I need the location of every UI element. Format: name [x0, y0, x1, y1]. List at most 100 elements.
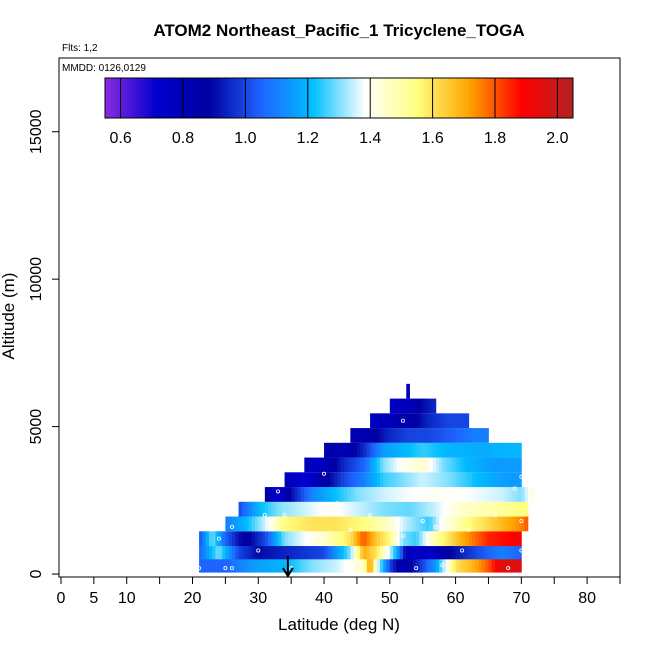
- heatmap-cell: [468, 457, 473, 473]
- heatmap-cell: [422, 531, 427, 547]
- heatmap-cell: [271, 544, 276, 560]
- heatmap-cell: [495, 544, 499, 560]
- heatmap-cell: [452, 531, 456, 547]
- heatmap-cell: [389, 428, 394, 443]
- heatmap-cell: [488, 531, 493, 547]
- heatmap-cell: [281, 501, 285, 517]
- heatmap-cell: [412, 398, 417, 414]
- heatmap-cell: [215, 557, 220, 573]
- colorbar-tick-label: 0.8: [172, 130, 194, 147]
- heatmap-cell: [320, 544, 325, 560]
- heatmap-cell: [343, 501, 348, 517]
- heatmap-cell: [324, 457, 328, 473]
- heatmap-cell: [317, 472, 322, 488]
- heatmap-cell: [212, 531, 216, 547]
- heatmap-cell: [416, 516, 420, 532]
- colorbar-segment: [167, 78, 172, 118]
- heatmap-cell: [478, 442, 483, 458]
- heatmap-cell: [393, 442, 397, 458]
- heatmap-cell: [248, 531, 253, 547]
- heatmap-cell: [287, 501, 292, 517]
- heatmap-cell: [241, 516, 246, 532]
- colorbar-segment: [510, 78, 515, 118]
- heatmap-cell: [439, 531, 443, 547]
- heatmap-cell: [366, 516, 371, 532]
- heatmap-cell: [294, 516, 299, 532]
- heatmap-cell: [412, 516, 417, 532]
- x-tick-label: 70: [512, 590, 530, 607]
- heatmap-cell: [386, 413, 391, 429]
- heatmap-cell: [458, 442, 463, 458]
- heatmap-cell: [386, 442, 391, 458]
- sample-point: [519, 548, 524, 553]
- heatmap-cell: [402, 457, 407, 473]
- heatmap-cell: [402, 442, 407, 458]
- heatmap-cell: [337, 487, 341, 502]
- colorbar-segment: [261, 78, 265, 118]
- heatmap-cell: [425, 544, 430, 560]
- heatmap-cell: [373, 428, 378, 443]
- heatmap-cell: [465, 457, 470, 473]
- heatmap-cell: [343, 487, 348, 502]
- heatmap-cell: [208, 531, 213, 547]
- heatmap-cell: [504, 531, 509, 547]
- heatmap-cell: [432, 457, 437, 473]
- heatmap-cell: [264, 516, 269, 532]
- heatmap-cell: [363, 557, 368, 573]
- heatmap-cell: [452, 457, 456, 473]
- heatmap-cell: [383, 457, 387, 473]
- heatmap-cell: [511, 472, 516, 488]
- heatmap-cell: [274, 531, 279, 547]
- heatmap-cell: [284, 531, 289, 547]
- heatmap-cell: [389, 487, 394, 502]
- colorbar-segment: [310, 78, 315, 118]
- heatmap-cell: [504, 487, 509, 502]
- heatmap-cell: [353, 487, 358, 502]
- heatmap-cell: [248, 501, 253, 517]
- heatmap-cell: [350, 472, 355, 488]
- heatmap-cell: [422, 516, 427, 532]
- colorbar-tick-label: 1.4: [359, 130, 381, 147]
- heatmap-cell: [518, 516, 522, 532]
- heatmap-cell: [399, 428, 404, 443]
- colorbar-segment: [282, 78, 287, 118]
- heatmap-cell: [254, 557, 259, 573]
- heatmap-cell: [343, 472, 348, 488]
- heatmap-cell: [508, 531, 512, 547]
- heatmap-cell: [478, 472, 483, 488]
- heatmap-cell: [481, 557, 486, 573]
- heatmap-cell: [465, 516, 470, 532]
- heatmap-cell: [333, 531, 338, 547]
- colorbar-segment: [105, 78, 109, 118]
- heatmap-cell: [393, 544, 397, 560]
- flights-label: Flts: 1,2: [62, 43, 98, 54]
- heatmap-cell: [337, 457, 341, 473]
- colorbar-segment: [223, 78, 228, 118]
- colorbar-segment: [532, 78, 537, 118]
- heatmap-cell: [402, 472, 407, 488]
- heatmap-cell: [488, 472, 493, 488]
- heatmap-cell: [386, 531, 391, 547]
- heatmap-cell: [258, 557, 262, 573]
- heatmap-cell: [406, 398, 410, 414]
- heatmap-cell: [297, 531, 302, 547]
- heatmap-cell: [458, 531, 463, 547]
- heatmap-cell: [350, 516, 355, 532]
- heatmap-cell: [228, 544, 233, 560]
- colorbar-segment: [242, 78, 246, 118]
- heatmap-cell: [241, 544, 246, 560]
- heatmap-cell: [419, 501, 424, 517]
- colorbar-segment: [392, 78, 396, 118]
- heatmap-cell: [462, 557, 466, 573]
- heatmap-cell: [442, 428, 447, 443]
- heatmap-cell: [508, 442, 512, 458]
- heatmap-cell: [495, 487, 499, 502]
- heatmap-cell: [350, 501, 355, 517]
- heatmap-cell: [353, 428, 358, 443]
- heatmap-cell: [435, 442, 440, 458]
- heatmap-cell: [284, 516, 289, 532]
- sample-point: [229, 566, 234, 571]
- heatmap-cell: [376, 472, 381, 488]
- heatmap-cell: [340, 457, 345, 473]
- colorbar-segment: [569, 78, 574, 118]
